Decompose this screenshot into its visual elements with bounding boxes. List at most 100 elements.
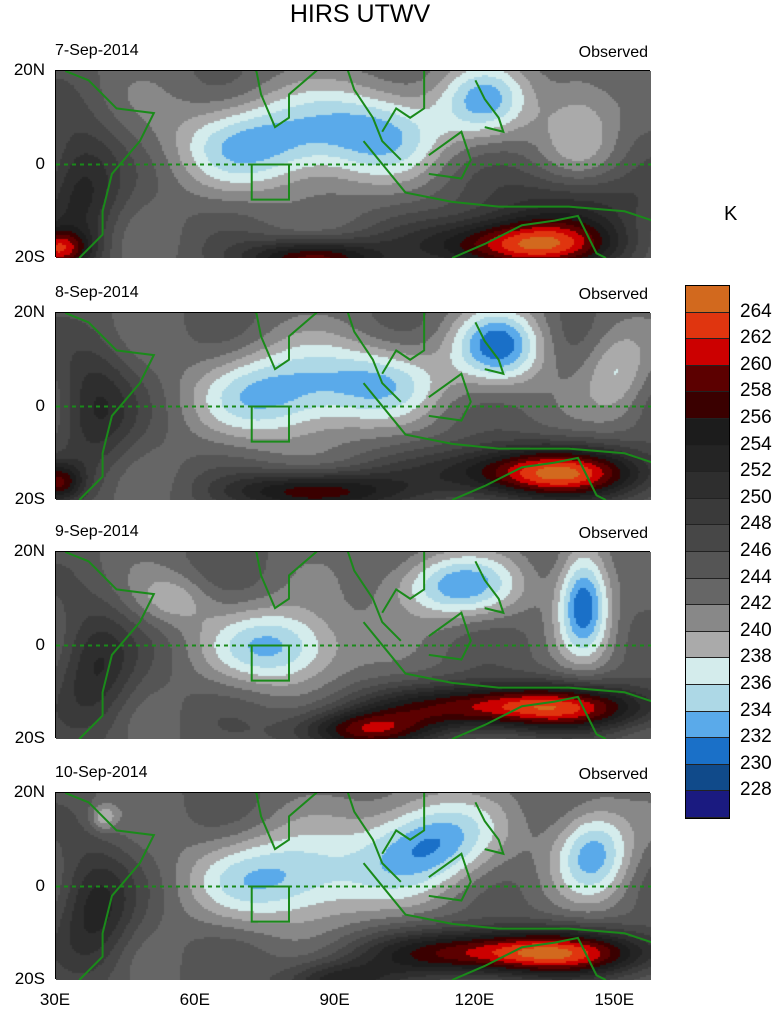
colorbar-swatch — [686, 339, 729, 366]
colorbar-label: 234 — [740, 699, 772, 721]
india-asia-coast — [254, 552, 402, 642]
x-tick-label: 120E — [454, 990, 495, 1009]
colorbar-swatch — [686, 551, 729, 579]
y-tick-label: 0 — [35, 153, 45, 173]
x-tick-label: 90E — [319, 990, 350, 1009]
australia-coast — [451, 456, 607, 500]
australia-coast — [451, 695, 607, 739]
y-tick-label: 0 — [35, 875, 45, 895]
colorbar-swatch — [686, 525, 729, 552]
borneo-coast — [428, 130, 472, 180]
panel-label: Observed — [578, 525, 648, 542]
panel-date: 9-Sep-2014 — [55, 523, 139, 540]
colorbar-label: 258 — [740, 380, 772, 402]
colorbar-swatch — [686, 445, 729, 473]
colorbar-label: 246 — [740, 540, 772, 561]
africa-coast — [64, 793, 156, 980]
coastlines — [56, 793, 651, 980]
philippines-coast — [474, 801, 505, 856]
indonesia-coast — [362, 140, 651, 222]
region-box — [250, 405, 290, 443]
colorbar-swatch — [686, 498, 729, 526]
india-asia-coast — [254, 793, 402, 883]
colorbar-swatch — [686, 684, 729, 712]
indochina-coast — [381, 313, 426, 375]
map-panel — [55, 312, 651, 500]
panel-label: Observed — [578, 766, 648, 783]
colorbar-label: 242 — [740, 593, 772, 615]
colorbar-swatch — [686, 605, 729, 632]
y-tick-label: 20N — [13, 60, 45, 79]
colorbar-swatch — [686, 286, 729, 313]
units-label: K — [724, 203, 738, 225]
y-tick-label: 20N — [13, 782, 45, 801]
colorbar-label: 244 — [740, 566, 772, 588]
colorbar-swatch — [686, 711, 729, 739]
indonesia-coast — [362, 862, 651, 944]
colorbar-label: 264 — [740, 300, 772, 322]
panel-label: Observed — [578, 286, 648, 303]
colorbar-label: 254 — [740, 433, 772, 455]
indonesia-coast — [362, 382, 651, 464]
panel-date: 8-Sep-2014 — [55, 284, 139, 301]
y-tick-label: 20S — [14, 969, 45, 988]
philippines-coast — [474, 321, 505, 376]
colorbar-label: 230 — [740, 752, 772, 774]
colorbar-label: 240 — [740, 619, 772, 641]
indonesia-coast — [362, 621, 651, 703]
borneo-coast — [428, 372, 472, 422]
region-box — [250, 163, 290, 201]
region-box — [250, 644, 290, 682]
colorbar-swatch — [686, 312, 729, 340]
india-asia-coast — [254, 71, 402, 161]
y-tick-label: 0 — [35, 634, 45, 654]
colorbar-swatch — [686, 578, 729, 606]
indochina-coast — [381, 71, 426, 133]
colorbar-label: 238 — [740, 646, 772, 668]
india-asia-coast — [254, 313, 402, 403]
philippines-coast — [474, 79, 505, 134]
y-tick-label: 20S — [14, 489, 45, 508]
philippines-coast — [474, 560, 505, 615]
africa-coast — [64, 71, 156, 258]
panel-label: Observed — [578, 44, 648, 61]
y-tick-label: 0 — [35, 395, 45, 415]
indochina-coast — [381, 552, 426, 614]
colorbar-swatch — [686, 764, 729, 792]
africa-coast — [64, 313, 156, 500]
y-tick-label: 20S — [14, 247, 45, 266]
colorbar-swatch — [686, 631, 729, 659]
colorbar-label: 260 — [740, 353, 772, 375]
coastlines — [56, 71, 651, 258]
colorbar-label: 232 — [740, 726, 772, 748]
colorbar-swatch — [686, 418, 729, 446]
map-panel — [55, 792, 651, 980]
figure-title: HIRS UTWV — [289, 0, 431, 28]
borneo-coast — [428, 611, 472, 661]
colorbar-label: 248 — [740, 513, 772, 535]
map-panel — [55, 70, 651, 258]
africa-coast — [64, 552, 156, 739]
colorbar-swatch — [686, 392, 729, 419]
borneo-coast — [428, 852, 472, 902]
colorbar-label: 228 — [740, 779, 772, 801]
panel-date: 7-Sep-2014 — [55, 42, 139, 59]
y-tick-label: 20N — [13, 541, 45, 560]
colorbar-swatch — [686, 365, 729, 393]
panel-date: 10-Sep-2014 — [55, 764, 148, 781]
colorbar — [685, 285, 730, 819]
colorbar-swatch — [686, 791, 729, 818]
colorbar-label: 256 — [740, 407, 772, 428]
indochina-coast — [381, 793, 426, 855]
australia-coast — [451, 936, 607, 980]
colorbar-label: 250 — [740, 486, 772, 508]
x-tick-label: 60E — [179, 990, 210, 1009]
y-tick-label: 20N — [13, 302, 45, 321]
coastlines — [56, 552, 651, 739]
x-tick-label: 30E — [39, 990, 71, 1009]
colorbar-swatch — [686, 472, 729, 499]
colorbar-label: 236 — [740, 673, 772, 694]
colorbar-label: 262 — [740, 327, 772, 349]
x-tick-label: 150E — [594, 990, 635, 1009]
australia-coast — [451, 214, 607, 258]
